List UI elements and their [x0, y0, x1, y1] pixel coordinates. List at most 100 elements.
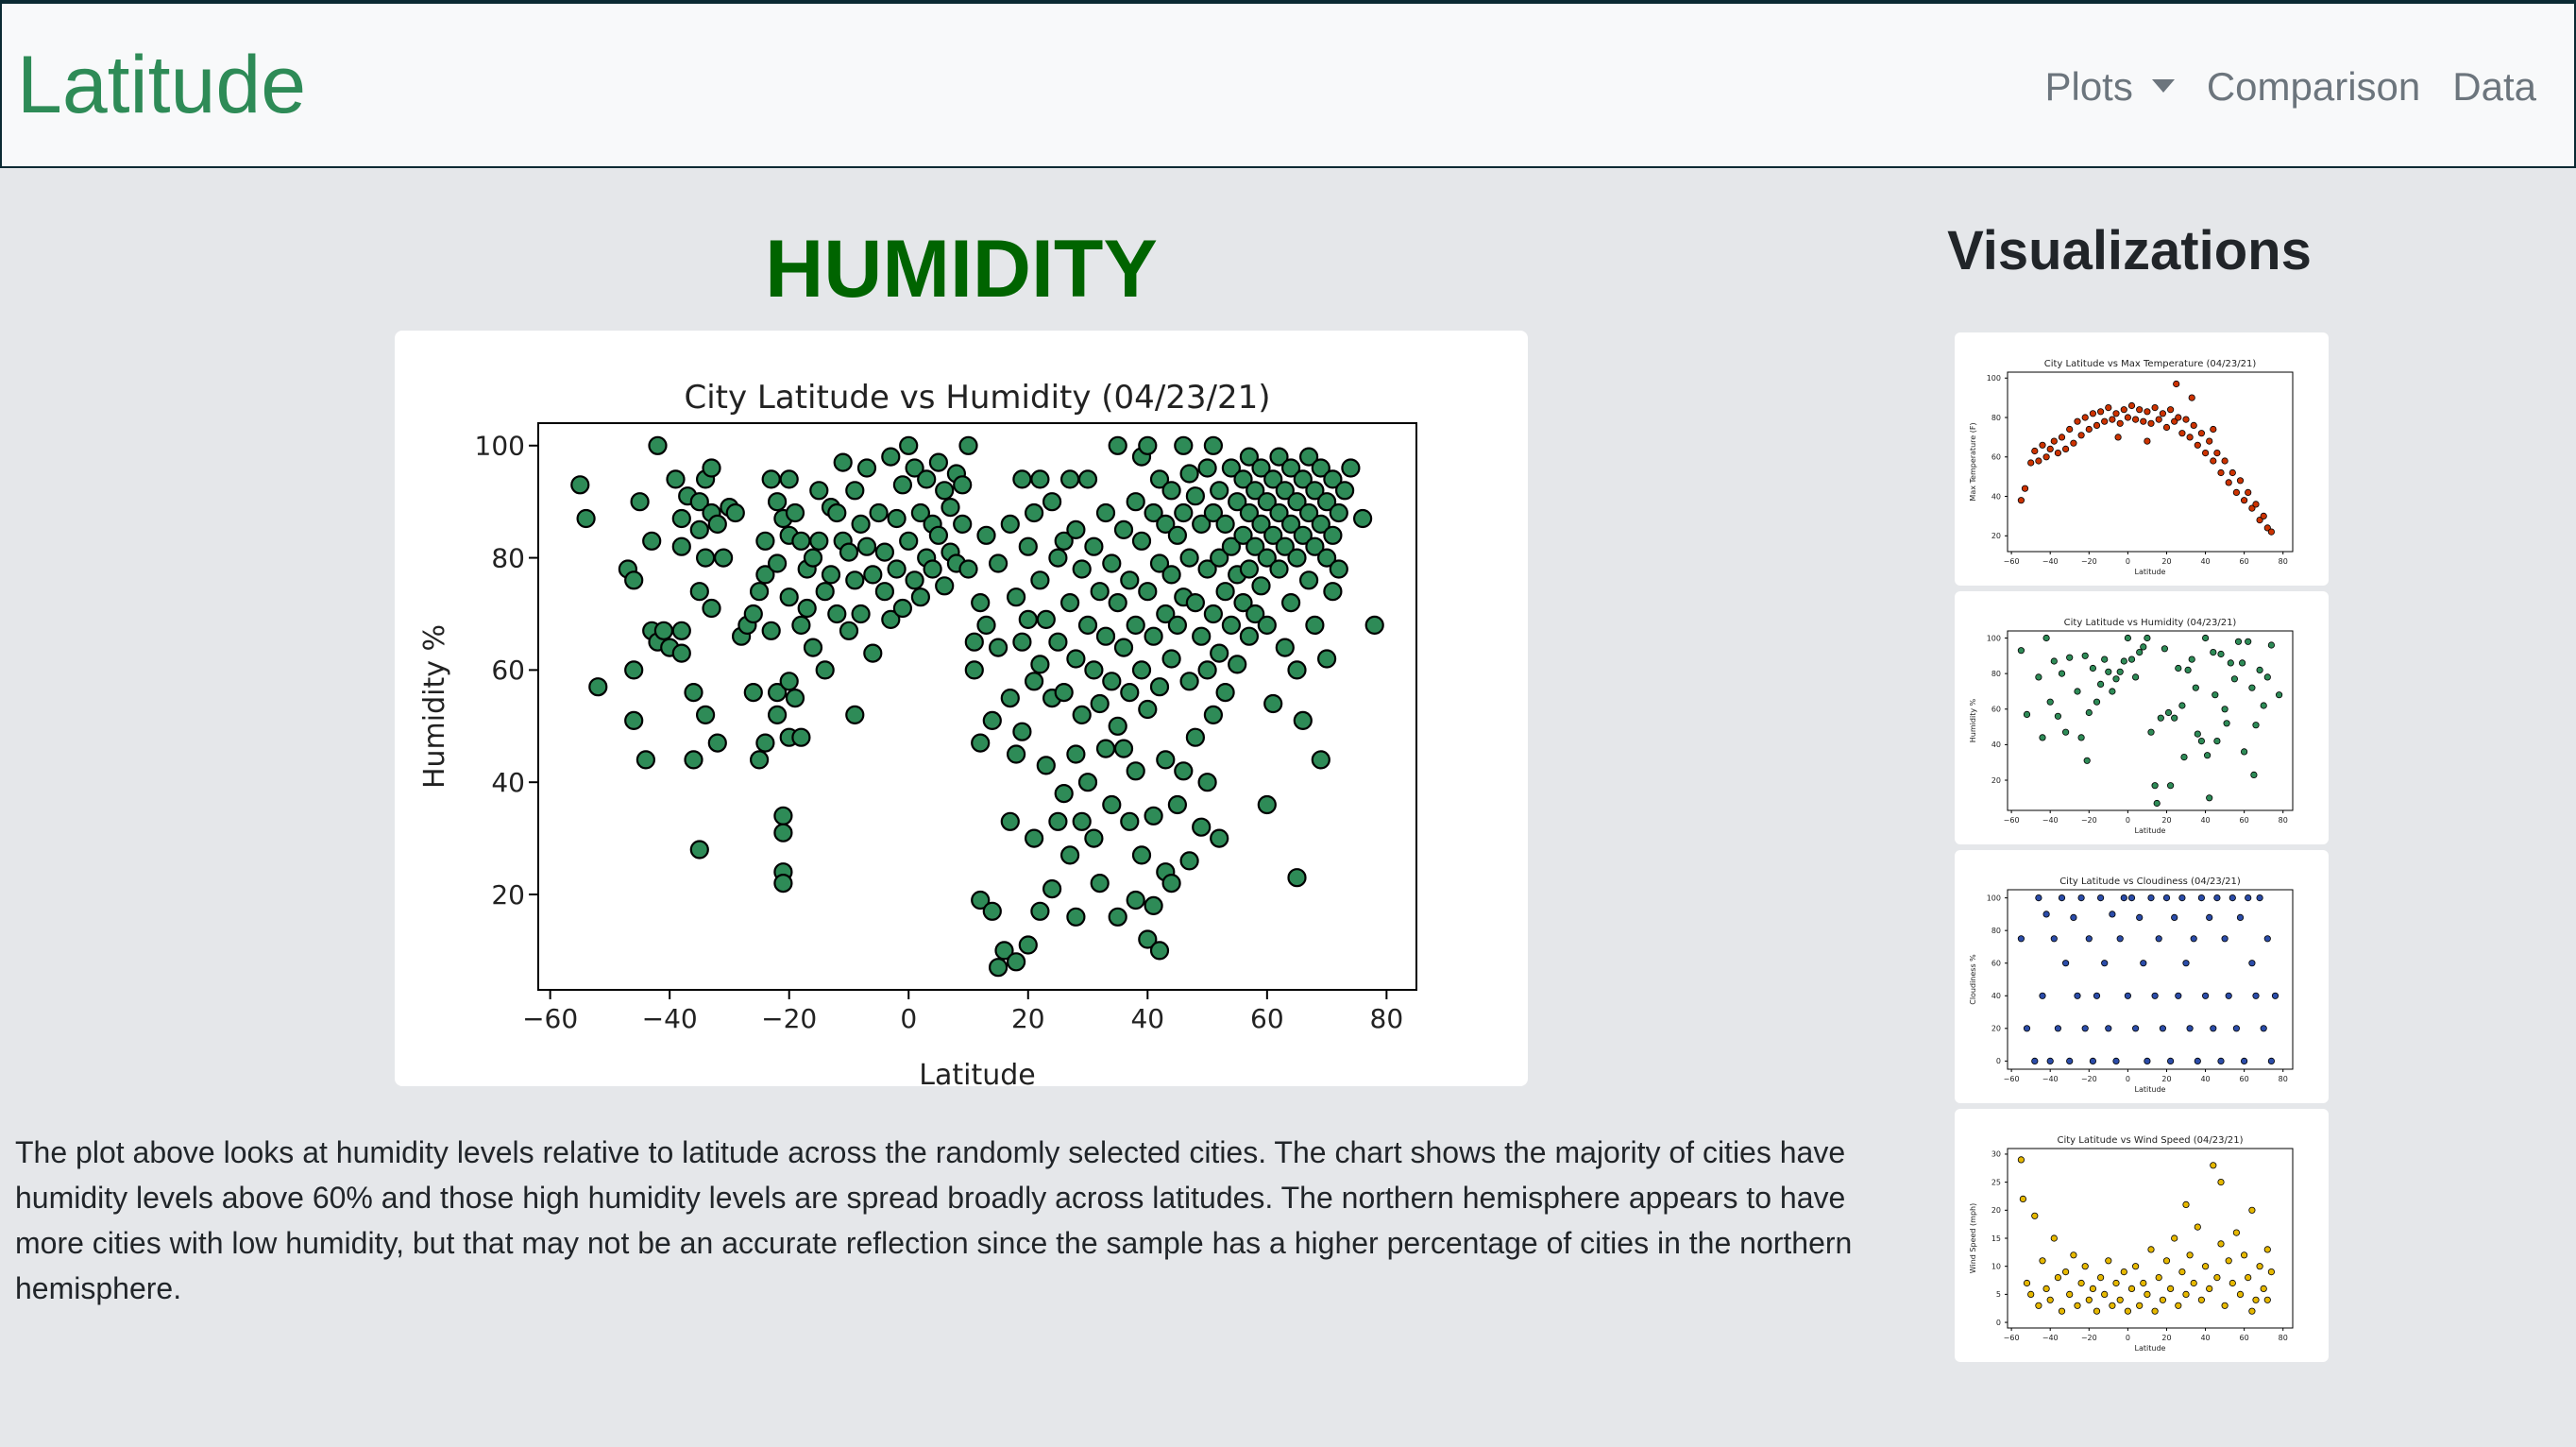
y-tick-label: 40 — [491, 767, 525, 798]
data-point — [1275, 638, 1295, 657]
data-point — [1257, 794, 1277, 815]
data-point — [588, 677, 608, 697]
plot-frame — [2007, 889, 2294, 1070]
data-point — [1233, 593, 1253, 613]
data-point — [2112, 1057, 2120, 1064]
data-point — [2081, 1263, 2089, 1270]
chart-title: City Latitude vs Max Temperature (04/23/… — [2044, 359, 2257, 369]
data-point — [2201, 1263, 2210, 1270]
data-point — [1161, 565, 1181, 585]
nav-comparison[interactable]: Comparison — [2206, 64, 2421, 109]
nav-plots-dropdown[interactable]: Plots — [2044, 59, 2175, 115]
data-point — [2182, 960, 2190, 967]
data-point — [2112, 1279, 2120, 1287]
data-point — [1192, 626, 1212, 646]
data-point — [2054, 450, 2062, 457]
data-point — [2127, 655, 2136, 663]
brand-logo[interactable]: Latitude — [17, 40, 307, 130]
data-point — [2267, 1268, 2275, 1276]
data-point — [1161, 481, 1181, 501]
data-point — [1179, 548, 1199, 568]
data-point — [2089, 1057, 2096, 1064]
data-point — [1161, 649, 1181, 669]
data-point — [2245, 894, 2252, 902]
data-point — [2101, 960, 2109, 967]
data-point — [2206, 794, 2213, 802]
data-point — [2109, 416, 2116, 423]
data-point — [1197, 458, 1217, 478]
data-point — [2054, 712, 2062, 720]
x-tick-label: −60 — [2004, 557, 2020, 566]
data-point — [1077, 469, 1098, 489]
data-point — [1215, 582, 1235, 602]
thumbnail-humidity[interactable]: City Latitude vs Humidity (04/23/21) −60 −… — [1955, 591, 2329, 844]
data-point — [671, 621, 691, 640]
chart-title: City Latitude vs Cloudiness (04/23/21) — [2059, 877, 2241, 887]
data-point — [1293, 469, 1313, 489]
data-point — [1156, 514, 1176, 534]
y-tick-label: 100 — [1987, 894, 2001, 902]
data-point — [953, 475, 973, 495]
data-point — [2229, 894, 2236, 902]
data-point — [1311, 514, 1330, 534]
data-point — [803, 638, 823, 657]
data-point — [881, 609, 901, 629]
data-point — [856, 458, 877, 478]
data-point — [2186, 1251, 2194, 1259]
thumbnail-wind-speed[interactable]: City Latitude vs Wind Speed (04/23/21) −6… — [1955, 1109, 2329, 1362]
data-point — [1203, 604, 1224, 624]
data-point — [2182, 416, 2190, 423]
data-point — [2050, 1234, 2058, 1242]
data-point — [1138, 699, 1158, 720]
data-point — [2127, 401, 2136, 410]
data-point — [1341, 458, 1361, 478]
data-point — [1251, 458, 1271, 478]
data-point — [702, 458, 721, 478]
data-point — [653, 621, 673, 640]
data-point — [2213, 894, 2221, 902]
data-point — [2238, 659, 2246, 667]
data-point — [928, 525, 949, 545]
x-tick-label: 80 — [1370, 1003, 1404, 1034]
data-point — [2159, 1296, 2166, 1303]
data-point — [1126, 492, 1145, 512]
data-point — [2017, 1156, 2025, 1164]
data-point — [2035, 457, 2042, 465]
data-point — [1048, 811, 1068, 831]
data-point — [671, 508, 691, 529]
data-point — [2192, 684, 2199, 691]
thumbnail-cloudiness[interactable]: City Latitude vs Cloudiness (04/23/21) −6… — [1955, 850, 2329, 1103]
data-point — [725, 502, 745, 523]
data-point — [874, 582, 895, 602]
data-point — [2252, 1296, 2260, 1303]
data-point — [2093, 992, 2101, 999]
data-point — [1084, 828, 1104, 848]
data-point — [791, 615, 811, 635]
data-point — [791, 727, 811, 747]
data-point — [2136, 913, 2144, 922]
data-point — [2058, 670, 2066, 677]
thumbnail-temperature[interactable]: City Latitude vs Max Temperature (04/23/… — [1955, 332, 2329, 586]
data-point — [2085, 935, 2093, 943]
data-point — [1144, 626, 1163, 646]
data-point — [2039, 1257, 2046, 1265]
data-point — [2112, 410, 2120, 417]
data-point — [2252, 992, 2260, 999]
data-point — [2116, 668, 2124, 675]
data-point — [2232, 1025, 2240, 1032]
data-point — [1120, 811, 1140, 831]
data-point — [2058, 434, 2066, 441]
data-point — [2031, 1057, 2039, 1064]
nav-data[interactable]: Data — [2452, 64, 2536, 109]
data-point — [2074, 1302, 2081, 1309]
sidebar-title: Visualizations — [1947, 220, 2312, 281]
data-point — [2186, 434, 2194, 441]
data-point — [892, 475, 913, 495]
data-point — [689, 840, 709, 860]
data-point — [1275, 536, 1295, 556]
data-point — [1334, 481, 1355, 501]
data-point — [2058, 1307, 2066, 1315]
y-tick-label: 80 — [1991, 670, 2001, 678]
chart-description: The plot above looks at humidity levels … — [15, 1135, 1853, 1305]
data-point — [2162, 423, 2171, 432]
